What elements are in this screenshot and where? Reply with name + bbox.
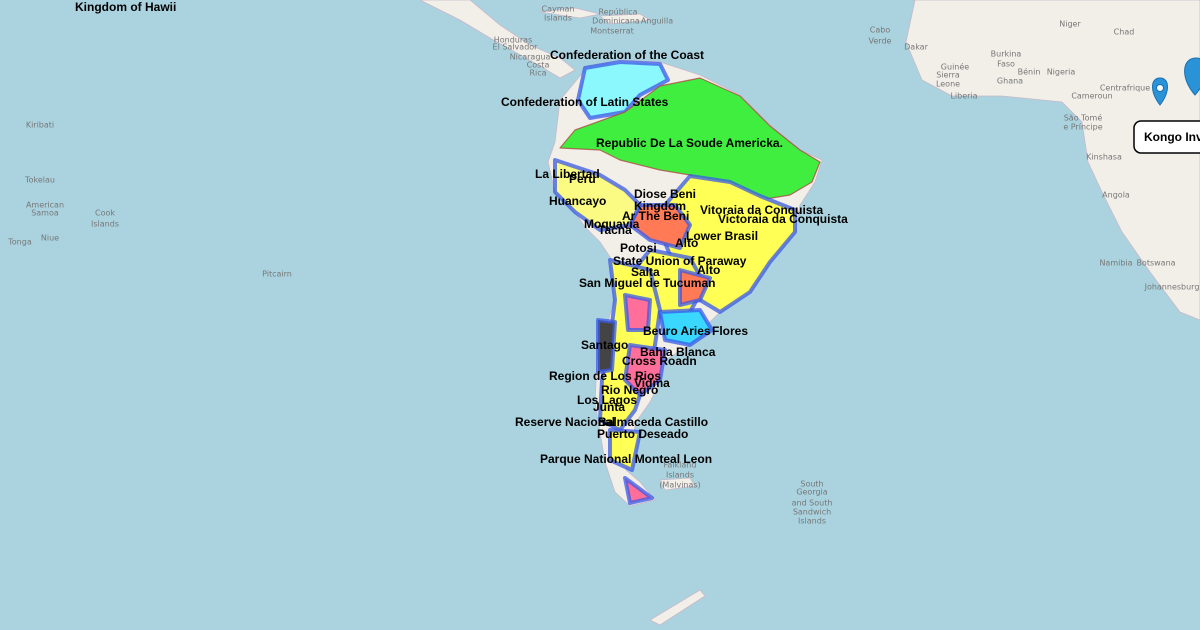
basemap-label: Pitcairn <box>262 270 292 279</box>
basemap-label: Niger <box>1059 20 1081 29</box>
region-label: Reserve Nacional <box>515 415 615 429</box>
basemap-label: Centrafrique <box>1100 84 1150 93</box>
basemap-label: Botswana <box>1136 259 1175 268</box>
basemap-label: and South <box>792 499 833 508</box>
basemap-label: Sierra <box>936 71 960 80</box>
basemap-label: Namibia <box>1099 259 1132 268</box>
basemap-label: Georgia <box>796 488 827 497</box>
basemap-label: Cayman <box>542 5 575 14</box>
basemap-label: Rica <box>529 69 546 78</box>
basemap-label: Cameroun <box>1071 92 1112 101</box>
popup[interactable]: Kongo Inv <box>1133 120 1200 154</box>
marker-dot <box>1156 84 1164 92</box>
basemap-label: Verde <box>869 37 892 46</box>
basemap-label: Kiribati <box>26 121 54 130</box>
region-label: Republic De La Soude Americka. <box>596 136 783 150</box>
basemap-label: Samoa <box>31 209 59 218</box>
region-label: Alto <box>697 263 720 277</box>
basemap-label: Chad <box>1114 28 1135 37</box>
basemap-label: Liberia <box>950 92 977 101</box>
basemap-label: Falkland <box>664 461 697 470</box>
region-label: Moquavia <box>584 217 640 231</box>
region-label: Peru <box>569 172 596 186</box>
region-label: Rio Negro <box>601 383 658 397</box>
basemap-label: El Salvador <box>493 43 539 52</box>
popup-box <box>1133 120 1200 154</box>
basemap-label: Faso <box>997 60 1015 69</box>
basemap-label: Cabo <box>870 26 891 35</box>
region-label: Bahia Blanca <box>640 345 716 359</box>
region-label: Santago <box>581 338 628 352</box>
region-label: Vitoraia da Conquista <box>700 203 823 217</box>
region-label: Cross Roadn <box>622 354 697 368</box>
basemap-label: Kinshasa <box>1086 153 1122 162</box>
region-label: Junta <box>593 400 625 414</box>
basemap-label: Nigeria <box>1047 68 1076 77</box>
basemap-label: Islands <box>91 220 119 229</box>
basemap-label: Tokelau <box>24 176 55 185</box>
region-label: Tacna <box>598 223 632 237</box>
basemap-label: (Malvinas) <box>659 481 700 490</box>
regions <box>553 60 821 505</box>
basemap-label: American <box>26 201 64 210</box>
region-label: Lower Brasil <box>686 229 758 243</box>
region-label: San Miguel de Tucuman <box>579 276 715 290</box>
basemap-label: Ghana <box>997 77 1023 86</box>
marker-pin[interactable] <box>1184 57 1200 96</box>
region-label: Potosi <box>620 241 657 255</box>
basemap-label: Angola <box>1102 191 1130 200</box>
region-label: Balmaceda Castillo <box>598 415 708 429</box>
basemap-label: Tonga <box>7 238 32 247</box>
region-labels: Kingdom of Hawii Confederation of the Coa… <box>75 0 848 466</box>
basemap-label: Montserrat <box>590 27 634 36</box>
region-label: Beuro Aries <box>643 324 711 338</box>
popup-title: Kongo Inv <box>1144 130 1200 144</box>
markers[interactable] <box>1152 57 1200 106</box>
region-label: Ar The Beni <box>622 209 689 223</box>
region-label: Region de Los Rios <box>549 369 661 383</box>
region-label: Vidma <box>634 376 670 390</box>
region-label: State Union of Paraway <box>613 254 747 268</box>
basemap-label: Dominicana <box>592 17 640 26</box>
basemap-label: Cook <box>95 209 115 218</box>
region-label: Kingdom of Hawii <box>75 0 176 14</box>
basemap-label: República <box>598 8 637 17</box>
region-label: Kingdom <box>634 199 686 213</box>
basemap-label: Leone <box>936 80 960 89</box>
basemap-label: Johannesburg <box>1144 283 1200 292</box>
basemap-label: Sandwich <box>793 508 831 517</box>
region-label: Puerto Deseado <box>597 427 688 441</box>
region-label: Alto <box>675 236 698 250</box>
region-label: La Libertad <box>535 167 600 181</box>
basemap-label: Islands <box>798 517 826 526</box>
region-label: Salta <box>631 265 660 279</box>
region-label: Flores <box>712 324 748 338</box>
region-label: Victoraia da Conquista <box>718 212 848 226</box>
basemap-label: Honduras <box>494 36 533 45</box>
basemap-label: São Tomé <box>1064 113 1103 123</box>
basemap-label: Islands <box>666 471 694 480</box>
basemap-label: Islands <box>544 14 572 23</box>
region-label: Los Lagos <box>577 393 637 407</box>
basemap-label: Dakar <box>904 43 928 52</box>
basemap-label: Burkina <box>991 50 1022 59</box>
basemap-label: Costa <box>527 61 550 70</box>
region-label: Huancayo <box>549 194 606 208</box>
region-label: Diose Beni <box>634 187 696 201</box>
region-label: Confederation of the Coast <box>550 48 704 62</box>
basemap-label: Bénin <box>1018 67 1041 77</box>
basemap-label: Guinée <box>941 62 969 72</box>
basemap-label: e Príncipe <box>1063 123 1102 132</box>
basemap-label: Nicaragua <box>510 53 551 62</box>
region-label: Parque National Monteal Leon <box>540 452 712 466</box>
basemap-label: Anguilla <box>641 17 673 26</box>
basemap-label: South <box>800 480 823 489</box>
region-label: Confederation of Latin States <box>501 95 669 109</box>
basemap-label: Niue <box>41 234 59 243</box>
